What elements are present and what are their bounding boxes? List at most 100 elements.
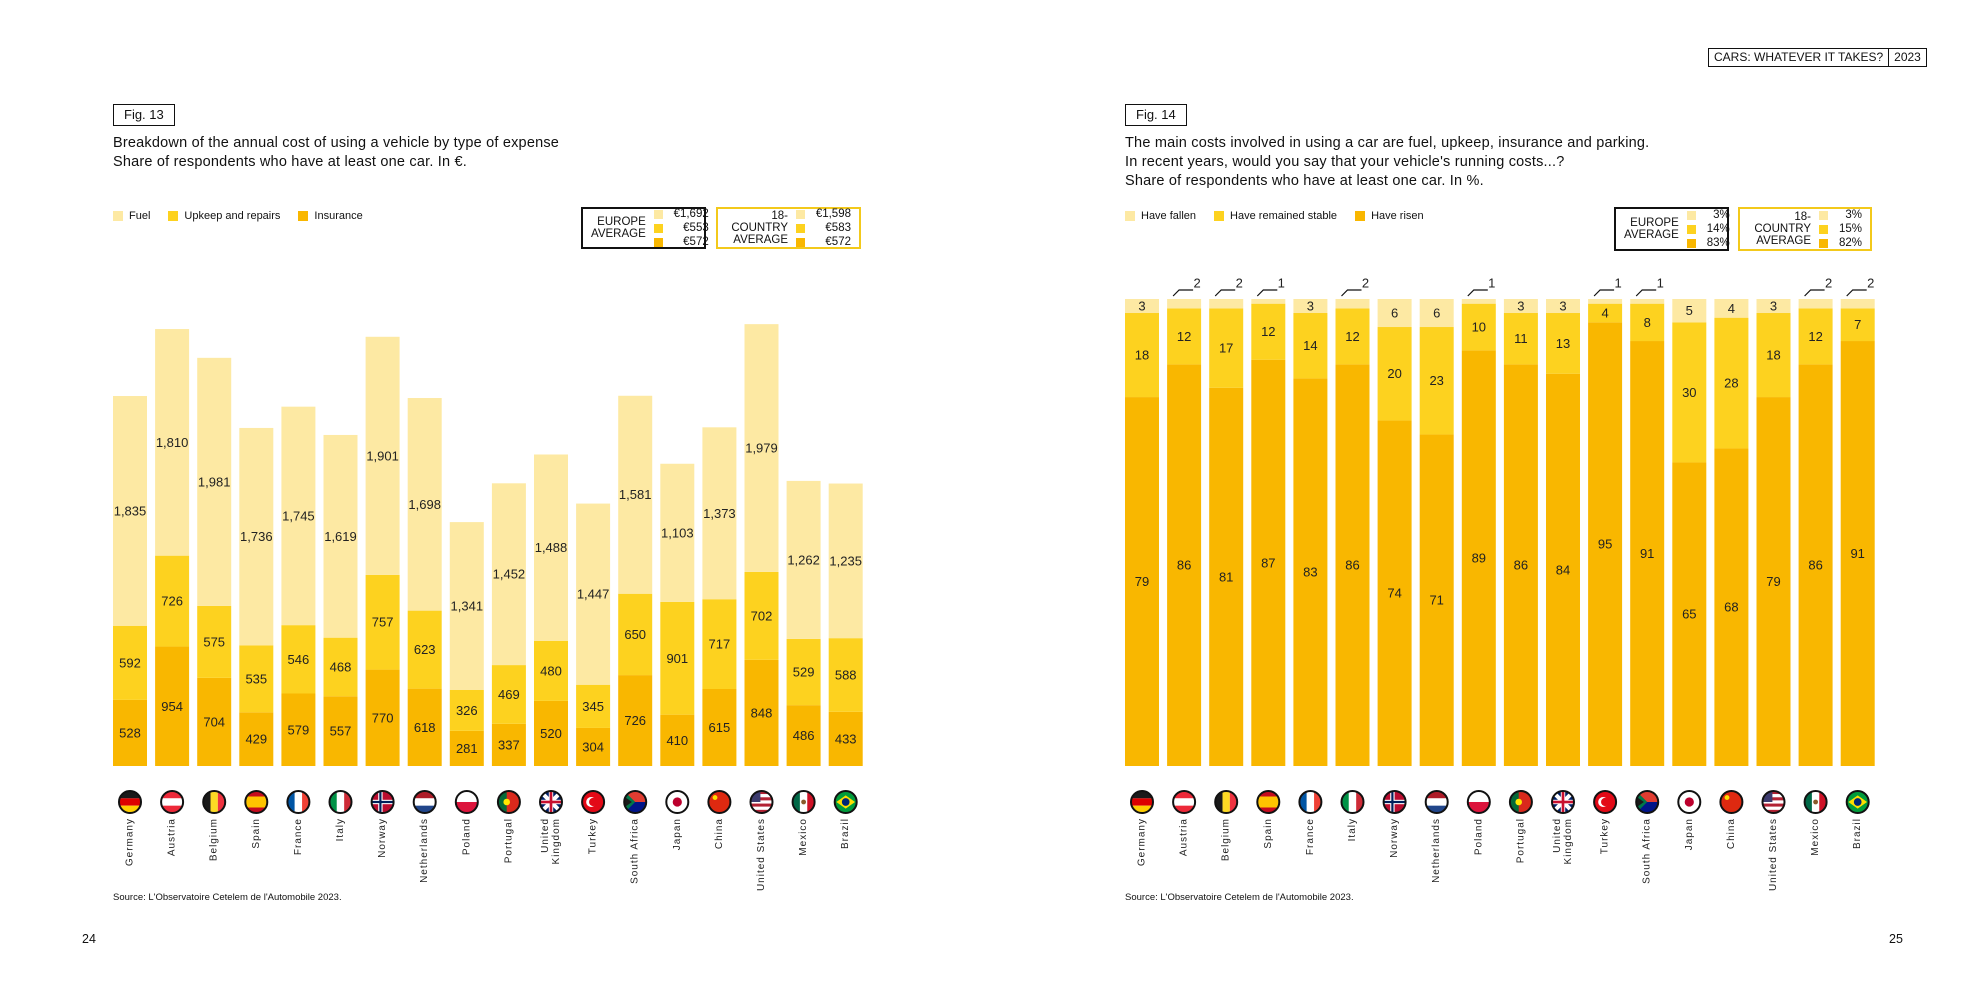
bar-14-austria-have-fallen [1167,299,1202,309]
bar-14-france-have-fallen [1293,299,1328,314]
flag-part [119,805,141,813]
flag-part [1636,796,1644,808]
flag-part [119,798,141,806]
flag-part [1222,791,1230,813]
data-label: 1,901 [366,448,399,463]
flag-fill [708,791,731,813]
flag-fill [1257,791,1280,813]
data-label: 480 [540,663,562,678]
country-label: Italy [1347,818,1358,841]
flag-fill [1173,791,1196,813]
flag-part [1762,791,1773,802]
flag-part [329,791,337,813]
flag-outline [1298,790,1323,814]
bar-14-belgium-have-risen [1209,387,1244,766]
fig13-label: Fig. 13 [113,104,175,126]
bar-13-austria-upkeep-and-repairs [155,555,190,647]
bar-13-poland-fuel [449,522,484,691]
data-label: 588 [835,667,857,682]
flag-outline [244,790,269,814]
data-label: 546 [288,652,310,667]
south-africa-flag-icon [623,790,648,814]
flag-outline [1172,790,1197,814]
flag-part [1131,805,1153,813]
bar-13-poland-upkeep-and-repairs [449,690,484,731]
country-label-text: China [714,818,725,849]
data-label: 2 [1193,276,1200,291]
legend-item-fallen: Have fallen [1125,210,1196,222]
bar-14-turkey-have-risen [1588,322,1623,766]
europe-avg-upkeep: €553 [683,221,709,234]
fig13-caption: Breakdown of the annual cost of using a … [113,134,559,172]
south-africa-flag-icon [1635,790,1660,814]
bar-13-united-states-upkeep-and-repairs [744,571,779,660]
data-label: 848 [751,705,773,720]
country-label: Mexico [1810,818,1821,856]
country-label: United Kingdom [1552,818,1574,864]
flag-fill [1215,791,1238,813]
flag-outline [749,790,774,814]
flag-outline [1719,790,1744,814]
flag-outline [1130,790,1154,814]
bar-13-norway-insurance [365,669,400,766]
data-label: 901 [666,651,688,666]
flag-fill [834,791,857,813]
flag-part [1636,802,1659,813]
data-label: 704 [203,714,225,729]
data-label: 79 [1135,574,1149,589]
bar-14-germany-have-fallen [1125,299,1159,314]
fig14-europe-average: EUROPE AVERAGE 3% 14% 83% [1614,207,1730,251]
bar-14-poland-have-fallen [1461,299,1496,304]
bar-14-united-kingdom-have-remained-stable [1546,313,1580,374]
flag-part [119,791,141,799]
flag-fill [1846,791,1869,813]
leader-line [1256,289,1278,297]
country-label-text: Netherlands [1431,818,1442,883]
flag-part [624,802,647,813]
country-label: Turkey [588,818,599,854]
bar-14-united-kingdom-have-fallen [1546,299,1580,314]
norway-flag-icon [1382,790,1407,814]
flag-part [1299,791,1307,813]
bar-13-japan-fuel [660,463,695,602]
data-label: 1,581 [619,487,652,502]
legend-label-risen: Have risen [1371,210,1424,222]
country18-average-label-1: 18-COUNTRY [731,210,788,234]
country-label: Portugal [503,818,514,863]
bar-13-poland-insurance [449,730,484,766]
brazil-flag-icon [833,790,858,814]
bar-13-belgium-insurance [197,677,232,766]
country-label-text: Kingdom [1563,818,1574,864]
data-label: 91 [1850,546,1864,561]
country-label: Spain [1263,818,1274,849]
country-label-text: Italy [1347,818,1358,841]
country-label: Germany [1137,818,1148,866]
flag-part [712,795,718,801]
data-label: 4 [1728,301,1735,316]
data-label: 592 [119,655,141,670]
data-label: 4 [1601,306,1608,321]
germany-flag-icon [118,790,142,814]
flag-outline [1593,790,1618,814]
country-label-text: Belgium [209,818,220,861]
flag-outline [539,790,563,814]
spain-flag-icon [1256,790,1281,814]
europe-avg-stable: 14% [1706,222,1730,235]
flag-part [161,791,184,799]
country18-avg-risen: 82% [1838,236,1862,249]
data-label: 1 [1614,276,1621,291]
data-label: 81 [1219,569,1233,584]
data-label: 3 [1307,299,1314,314]
bar-14-italy-have-remained-stable [1335,308,1370,365]
flag-outline [791,790,816,814]
country18-avg-insurance: €572 [825,235,851,248]
country-label: Mexico [798,818,809,856]
flag-part [1356,791,1364,813]
flag-part [792,791,800,813]
flag-fill [792,791,815,813]
country-label-text: Mexico [798,818,809,856]
flag-part [1314,791,1322,813]
country-label-text: United [1552,818,1563,853]
bar-14-france-have-risen [1293,378,1328,766]
bar-14-china-have-fallen [1714,299,1749,318]
